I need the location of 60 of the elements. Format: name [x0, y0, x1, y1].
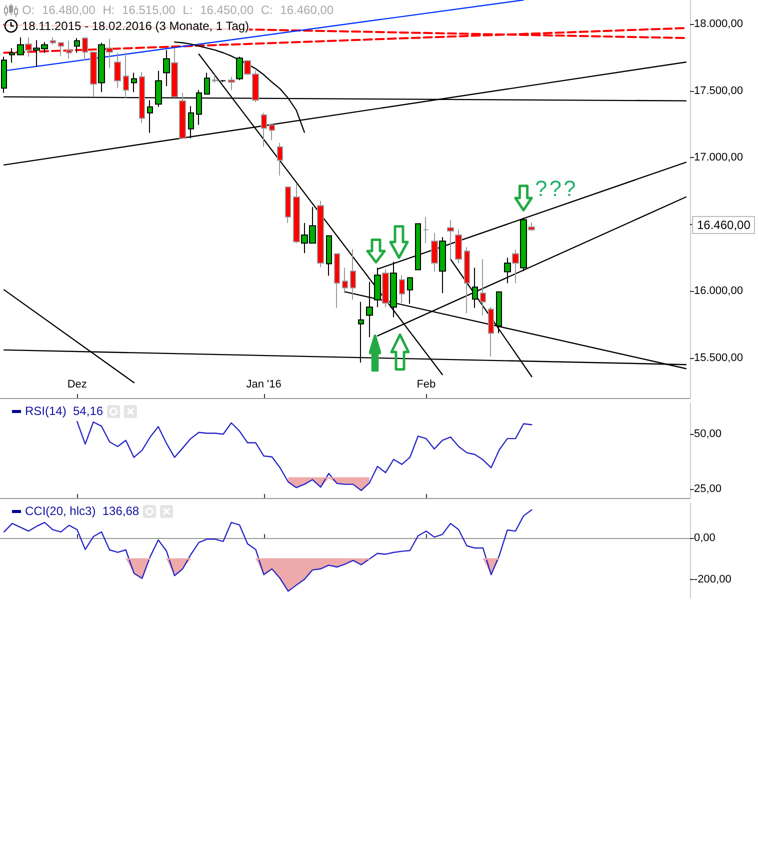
chart-title: CCI(20, hlc3) 136,68 — [25, 504, 140, 518]
candlestick — [464, 246, 470, 314]
candlestick — [269, 124, 275, 141]
x-tick-label: Dez — [67, 378, 87, 390]
chart-title: RSI(14) 54,16 — [25, 404, 104, 418]
candlestick — [342, 267, 348, 294]
candlestick — [472, 267, 478, 308]
candlestick — [204, 72, 210, 95]
candlestick — [455, 229, 462, 264]
candlestick — [480, 258, 486, 316]
candlestick — [334, 253, 340, 308]
candlestick — [179, 92, 186, 139]
candlestick — [317, 200, 324, 268]
candlestick — [326, 235, 332, 276]
candlestick — [350, 248, 356, 300]
y-tick-label: 17.500,00 — [694, 84, 743, 97]
y-tick-label: 25,00 — [694, 483, 722, 496]
candlestick — [504, 257, 511, 284]
candlestick — [17, 36, 24, 56]
candlestick — [261, 112, 267, 148]
candlestick — [447, 219, 454, 260]
y-tick-label: 17.000,00 — [694, 152, 743, 164]
y-tick-label: 18.000,00 — [694, 18, 743, 30]
candlestick — [9, 48, 15, 64]
text: 18.11.2015 - 18.02.2016 (3 Monate, 1 Tag) — [22, 19, 250, 33]
y-tick-label: 50,00 — [694, 428, 722, 440]
text: 16.460,00 — [692, 216, 756, 234]
candlestick — [399, 274, 405, 304]
y-tick-label: 16.000,00 — [694, 285, 743, 298]
candlestick — [212, 74, 218, 84]
candlestick — [488, 306, 494, 358]
candlestick — [220, 80, 226, 83]
y-tick-label: 15.500,00 — [694, 352, 743, 364]
candlestick — [163, 50, 170, 87]
candlestick — [228, 76, 235, 91]
candlestick — [1, 56, 7, 94]
candlestick — [528, 222, 535, 232]
annotation: ??? — [535, 176, 578, 202]
candlestick — [139, 72, 145, 124]
y-tick-label: 0,00 — [694, 532, 716, 544]
candlestick — [236, 56, 243, 81]
x-tick-label: Feb — [416, 378, 436, 390]
candlestick — [74, 38, 80, 54]
y-tick-label: -200,00 — [694, 573, 732, 586]
candlestick — [277, 142, 283, 176]
candlestick — [188, 106, 194, 139]
candlestick — [382, 268, 389, 308]
chart-title: O: 16.480,00 H: 16.515,00 L: 16.450,00 C: 16.460,00 — [22, 3, 334, 17]
candlestick — [512, 249, 519, 284]
candlestick — [423, 216, 429, 244]
candlestick — [123, 52, 129, 99]
x-tick-label: Jan '16 — [246, 378, 282, 390]
candlestick — [50, 36, 56, 46]
candlestick — [98, 42, 105, 93]
candlestick — [131, 72, 137, 93]
candlestick — [293, 183, 300, 244]
candlestick — [285, 186, 291, 224]
candlestick — [114, 52, 121, 89]
candlestick — [431, 232, 438, 272]
line-series — [76, 420, 532, 492]
